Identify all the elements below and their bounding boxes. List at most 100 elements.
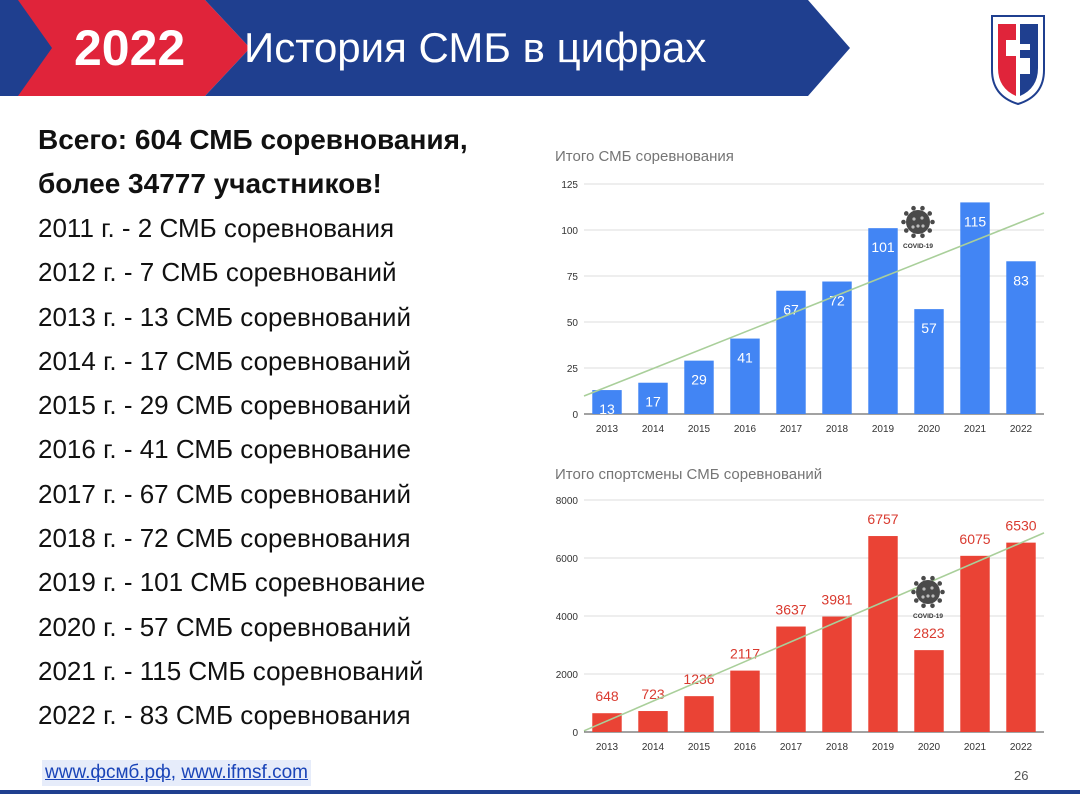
x-tick-label: 2021 <box>964 424 987 435</box>
bar <box>822 616 852 732</box>
x-tick-label: 2020 <box>918 742 941 753</box>
y-tick-label: 125 <box>561 180 578 191</box>
data-label: 29 <box>691 372 707 388</box>
data-label: 648 <box>595 688 619 704</box>
bar <box>730 338 760 414</box>
virus-dot <box>911 225 915 229</box>
list-item: 2017 г. - 67 СМБ соревнований <box>38 478 411 509</box>
virus-spike <box>920 233 925 239</box>
x-tick-label: 2019 <box>872 742 895 753</box>
x-tick-label: 2017 <box>780 424 803 435</box>
virus-body <box>906 210 930 234</box>
y-tick-label: 6000 <box>556 554 579 565</box>
x-tick-label: 2018 <box>826 424 849 435</box>
data-label: 41 <box>737 350 753 366</box>
list-item: 2020 г. - 57 СМБ соревнований <box>38 611 411 642</box>
virus-spike <box>930 575 935 581</box>
year-badge: 2022 <box>74 20 186 76</box>
y-tick-label: 0 <box>572 728 578 739</box>
bar <box>914 650 944 732</box>
data-label: 723 <box>641 686 665 702</box>
x-tick-label: 2016 <box>734 742 757 753</box>
page-title: История СМБ в цифрах <box>244 24 707 71</box>
x-tick-label: 2016 <box>734 424 757 435</box>
footer-links: www.фсмб.рф, www.ifmsf.com <box>42 760 311 786</box>
bar <box>868 228 898 414</box>
link-ifmsf[interactable]: www.ifmsf.com <box>181 762 308 783</box>
data-label: 83 <box>1013 272 1029 288</box>
list-item: 2022 г. - 83 СМБ соревнования <box>38 700 411 731</box>
x-tick-label: 2022 <box>1010 424 1033 435</box>
athletes-chart-title: Итого спортсмены СМБ соревнований <box>555 466 823 483</box>
y-tick-label: 50 <box>567 318 579 329</box>
bar <box>776 290 806 414</box>
virus-dot <box>931 594 935 598</box>
yearly-list: 2011 г. - 2 СМБ соревнования 2012 г. - 7… <box>38 206 528 738</box>
virus-spike <box>913 598 919 603</box>
x-tick-label: 2021 <box>964 742 987 753</box>
virus-dot <box>930 586 934 590</box>
virus-dot <box>926 594 930 598</box>
bar <box>592 390 622 414</box>
trendline <box>583 532 1045 732</box>
summary-line-1: Всего: 604 СМБ соревнования, <box>38 124 468 155</box>
list-item: 2021 г. - 115 СМБ соревнований <box>38 655 424 686</box>
x-tick-label: 2014 <box>642 742 665 753</box>
virus-dot <box>921 595 925 599</box>
covid-19-virus-icon: COVID-19 <box>911 575 945 620</box>
virus-spike <box>920 205 925 211</box>
virus-dot <box>920 216 924 220</box>
virus-spike <box>911 589 916 595</box>
covid-label: COVID-19 <box>903 243 933 250</box>
bar <box>1006 542 1036 732</box>
x-tick-label: 2013 <box>596 424 619 435</box>
virus-spike <box>940 589 945 595</box>
list-item: 2014 г. - 17 СМБ соревнований <box>38 345 411 376</box>
virus-spike <box>937 581 943 586</box>
bar <box>638 382 668 414</box>
y-tick-label: 75 <box>567 272 579 283</box>
bar <box>868 536 898 732</box>
list-item: 2011 г. - 2 СМБ соревнования <box>38 213 395 243</box>
competitions-chart-panel: Итого СМБ соревнования 0 25 50 75 100 125 13 20… <box>538 128 1058 450</box>
banner-shape <box>0 0 850 96</box>
header-banner: 2022 История СМБ в цифрах <box>0 0 1080 96</box>
virus-dot <box>916 224 920 228</box>
virus-spike <box>921 603 926 609</box>
x-tick-label: 2015 <box>688 424 711 435</box>
bar <box>684 360 714 414</box>
bar <box>914 309 944 414</box>
data-label: 3981 <box>821 592 852 608</box>
x-tick-label: 2019 <box>872 424 895 435</box>
y-tick-label: 100 <box>561 226 578 237</box>
data-label: 13 <box>599 401 615 417</box>
list-item: 2015 г. - 29 СМБ соревнований <box>38 390 411 421</box>
bar <box>822 281 852 414</box>
virus-dot <box>912 217 916 221</box>
athletes-chart-panel: Итого спортсмены СМБ соревнований 0 2000 4… <box>538 456 1058 756</box>
data-label: 67 <box>783 302 799 318</box>
virus-spike <box>927 211 933 216</box>
data-label: 3637 <box>775 602 806 618</box>
data-label: 115 <box>964 213 987 229</box>
x-tick-label: 2017 <box>780 742 803 753</box>
list-item: 2016 г. - 41 СМБ соревнование <box>38 434 411 465</box>
data-label: 57 <box>921 320 937 336</box>
data-label: 1236 <box>683 671 714 687</box>
y-tick-label: 2000 <box>556 670 579 681</box>
covid-label: COVID-19 <box>913 613 943 620</box>
stats-text-panel: Всего: 604 СМБ соревнования, более 34777… <box>38 118 528 738</box>
data-label: 6075 <box>959 531 990 547</box>
competitions-chart-title: Итого СМБ соревнования <box>555 148 734 165</box>
data-label: 6757 <box>867 511 898 527</box>
bar <box>684 696 714 732</box>
virus-spike <box>937 598 943 603</box>
virus-spike <box>903 228 909 233</box>
x-tick-label: 2013 <box>596 742 619 753</box>
bar <box>1006 261 1036 414</box>
athletes-chart: 0 2000 4000 6000 8000 648 2013 723 2014 1236 2015 2… <box>556 496 1045 753</box>
virus-spike <box>901 219 906 225</box>
link-fsmb[interactable]: www.фсмб.рф <box>45 762 171 783</box>
y-tick-label: 0 <box>572 410 578 421</box>
list-item: 2019 г. - 101 СМБ соревнование <box>38 567 426 598</box>
